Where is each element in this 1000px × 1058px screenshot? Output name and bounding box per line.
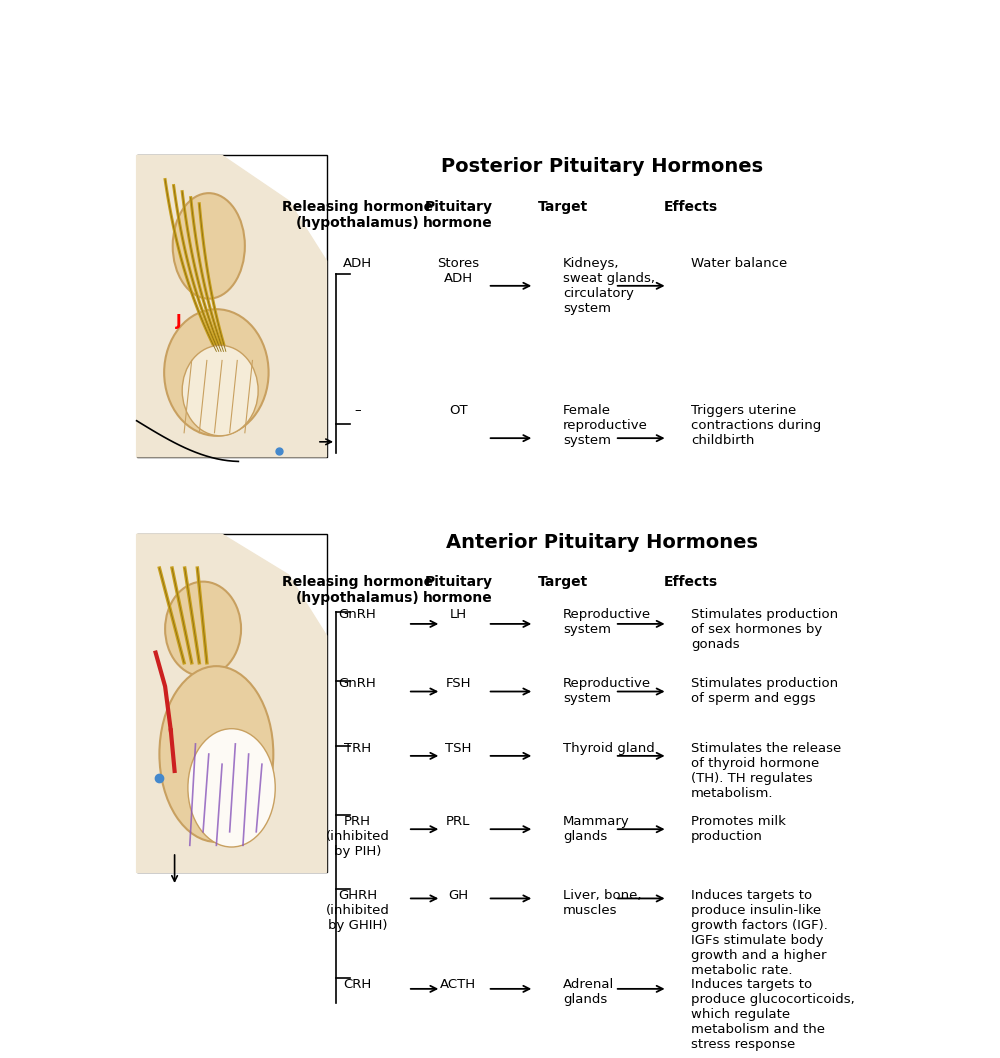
Text: Adrenal
glands: Adrenal glands xyxy=(563,979,614,1006)
Text: Target: Target xyxy=(538,200,588,215)
Polygon shape xyxy=(137,534,326,873)
Text: Female
reproductive
system: Female reproductive system xyxy=(563,404,648,446)
Text: TRH: TRH xyxy=(344,742,371,755)
FancyBboxPatch shape xyxy=(137,534,326,873)
Text: ADH: ADH xyxy=(343,257,372,270)
Text: Liver, bone,
muscles: Liver, bone, muscles xyxy=(563,889,641,916)
Text: FSH: FSH xyxy=(446,677,471,690)
Text: Stores
ADH: Stores ADH xyxy=(437,257,479,286)
Text: Target: Target xyxy=(538,576,588,589)
Text: Induces targets to
produce glucocorticoids,
which regulate
metabolism and the
st: Induces targets to produce glucocorticoi… xyxy=(691,979,854,1052)
Text: TSH: TSH xyxy=(445,742,471,755)
Text: Stimulates the release
of thyroid hormone
(TH). TH regulates
metabolism.: Stimulates the release of thyroid hormon… xyxy=(691,742,841,800)
Text: Kidneys,
sweat glands,
circulatory
system: Kidneys, sweat glands, circulatory syste… xyxy=(563,257,655,315)
Text: Effects: Effects xyxy=(664,576,718,589)
Text: Releasing hormone
(hypothalamus): Releasing hormone (hypothalamus) xyxy=(282,200,433,231)
Text: CRH: CRH xyxy=(343,979,372,991)
Text: GHRH
(inhibited
by GHIH): GHRH (inhibited by GHIH) xyxy=(326,889,389,932)
Text: Anterior Pituitary Hormones: Anterior Pituitary Hormones xyxy=(446,532,758,551)
Text: Thyroid gland: Thyroid gland xyxy=(563,742,655,755)
Text: PRL: PRL xyxy=(446,816,470,828)
Ellipse shape xyxy=(173,194,245,298)
Text: Pituitary
hormone: Pituitary hormone xyxy=(423,200,493,231)
Text: OT: OT xyxy=(449,404,468,417)
Text: Posterior Pituitary Hormones: Posterior Pituitary Hormones xyxy=(441,157,763,176)
Text: Effects: Effects xyxy=(664,200,718,215)
Text: Triggers uterine
contractions during
childbirth: Triggers uterine contractions during chi… xyxy=(691,404,821,446)
Polygon shape xyxy=(137,156,326,457)
Text: GnRH: GnRH xyxy=(339,677,376,690)
Text: Mammary
glands: Mammary glands xyxy=(563,816,630,843)
Text: GH: GH xyxy=(448,889,468,901)
Text: Water balance: Water balance xyxy=(691,257,787,270)
Text: Pituitary
hormone: Pituitary hormone xyxy=(423,576,493,605)
FancyBboxPatch shape xyxy=(137,156,326,457)
Text: GnRH: GnRH xyxy=(339,607,376,621)
Ellipse shape xyxy=(165,582,241,676)
Text: Stimulates production
of sex hormones by
gonads: Stimulates production of sex hormones by… xyxy=(691,607,838,651)
Text: Promotes milk
production: Promotes milk production xyxy=(691,816,786,843)
Ellipse shape xyxy=(159,667,273,842)
Text: Induces targets to
produce insulin-like
growth factors (IGF).
IGFs stimulate bod: Induces targets to produce insulin-like … xyxy=(691,889,828,977)
Text: Stimulates production
of sperm and eggs: Stimulates production of sperm and eggs xyxy=(691,677,838,705)
Text: Reproductive
system: Reproductive system xyxy=(563,607,651,636)
Text: LH: LH xyxy=(450,607,467,621)
Text: PRH
(inhibited
by PIH): PRH (inhibited by PIH) xyxy=(326,816,389,858)
Text: J: J xyxy=(176,314,181,329)
Ellipse shape xyxy=(164,309,269,436)
Ellipse shape xyxy=(188,729,275,847)
Text: ACTH: ACTH xyxy=(440,979,476,991)
Ellipse shape xyxy=(182,345,258,436)
Text: –: – xyxy=(354,404,361,417)
Text: Releasing hormone
(hypothalamus): Releasing hormone (hypothalamus) xyxy=(282,576,433,605)
Text: Reproductive
system: Reproductive system xyxy=(563,677,651,705)
